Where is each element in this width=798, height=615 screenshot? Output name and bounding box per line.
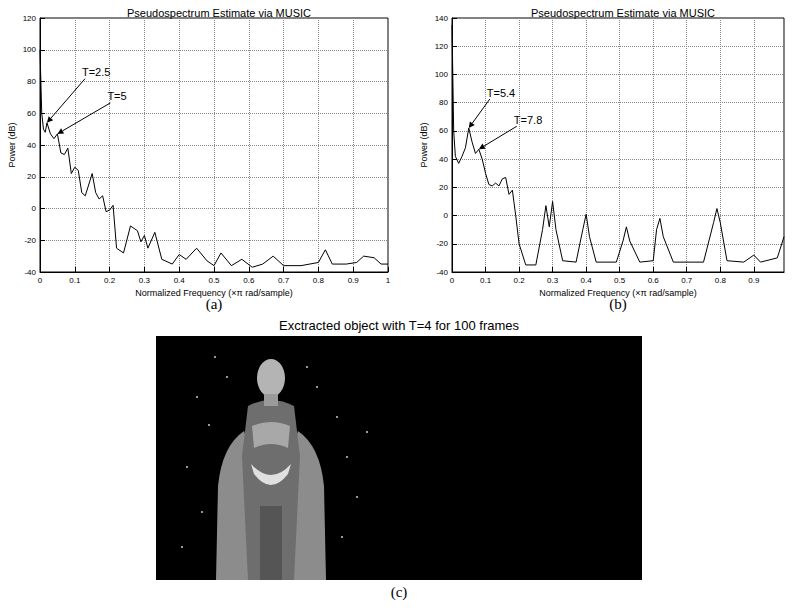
svg-text:-20: -20	[24, 236, 36, 245]
svg-text:0.8: 0.8	[715, 276, 727, 285]
svg-text:0.6: 0.6	[243, 276, 255, 285]
svg-text:60: 60	[439, 126, 448, 135]
svg-text:0: 0	[444, 211, 449, 220]
svg-text:0: 0	[450, 276, 455, 285]
svg-text:T=5.4: T=5.4	[487, 87, 515, 99]
svg-text:100: 100	[435, 70, 449, 79]
html-text:(c): (c)	[390, 584, 408, 600]
svg-text:Normalized Frequency (×π rad/s: Normalized Frequency (×π rad/sample)	[539, 288, 697, 298]
svg-text:Normalized Frequency (×π rad/s: Normalized Frequency (×π rad/sample)	[135, 288, 293, 298]
svg-text:0.8: 0.8	[313, 276, 325, 285]
svg-text:0.3: 0.3	[547, 276, 559, 285]
svg-text:40: 40	[439, 155, 448, 164]
svg-text:(b): (b)	[609, 295, 627, 312]
svg-text:0: 0	[38, 276, 43, 285]
html-text:Exctracted object with T=4 for: Exctracted object with T=4 for 100 frame…	[279, 318, 519, 333]
svg-text:0.1: 0.1	[69, 276, 81, 285]
svg-text:Power (dB): Power (dB)	[419, 122, 429, 167]
svg-text:Pseudospectrum Estimate via MU: Pseudospectrum Estimate via MUSIC	[127, 7, 311, 19]
svg-text:(a): (a)	[205, 295, 223, 312]
svg-text:20: 20	[439, 183, 448, 192]
svg-text:0.9: 0.9	[748, 276, 760, 285]
svg-text:0.7: 0.7	[278, 276, 290, 285]
svg-text:120: 120	[435, 42, 449, 51]
svg-text:-40: -40	[436, 268, 448, 277]
svg-text:80: 80	[27, 77, 36, 86]
svg-text:0.1: 0.1	[480, 276, 492, 285]
svg-text:0.3: 0.3	[139, 276, 151, 285]
svg-text:Power (dB): Power (dB)	[7, 122, 17, 167]
svg-text:0.5: 0.5	[614, 276, 626, 285]
svg-text:0: 0	[32, 204, 37, 213]
svg-text:0.9: 0.9	[348, 276, 360, 285]
svg-text:20: 20	[27, 172, 36, 181]
svg-text:-40: -40	[24, 268, 36, 277]
svg-text:1: 1	[386, 276, 391, 285]
svg-text:80: 80	[439, 98, 448, 107]
svg-text:0.6: 0.6	[648, 276, 660, 285]
svg-text:140: 140	[435, 14, 449, 23]
svg-text:0.2: 0.2	[104, 276, 116, 285]
svg-text:0.4: 0.4	[581, 276, 593, 285]
svg-text:T=2.5: T=2.5	[82, 66, 110, 78]
svg-text:T=7.8: T=7.8	[514, 114, 542, 126]
svg-text:60: 60	[27, 109, 36, 118]
svg-text:T=5: T=5	[107, 90, 126, 102]
svg-text:Pseudospectrum Estimate via MU: Pseudospectrum Estimate via MUSIC	[531, 7, 715, 19]
svg-text:100: 100	[23, 45, 37, 54]
svg-text:120: 120	[23, 14, 37, 23]
svg-text:0.5: 0.5	[208, 276, 220, 285]
svg-text:0.7: 0.7	[681, 276, 693, 285]
svg-text:-20: -20	[436, 239, 448, 248]
svg-text:0.2: 0.2	[514, 276, 526, 285]
svg-text:0.4: 0.4	[174, 276, 186, 285]
svg-text:40: 40	[27, 141, 36, 150]
